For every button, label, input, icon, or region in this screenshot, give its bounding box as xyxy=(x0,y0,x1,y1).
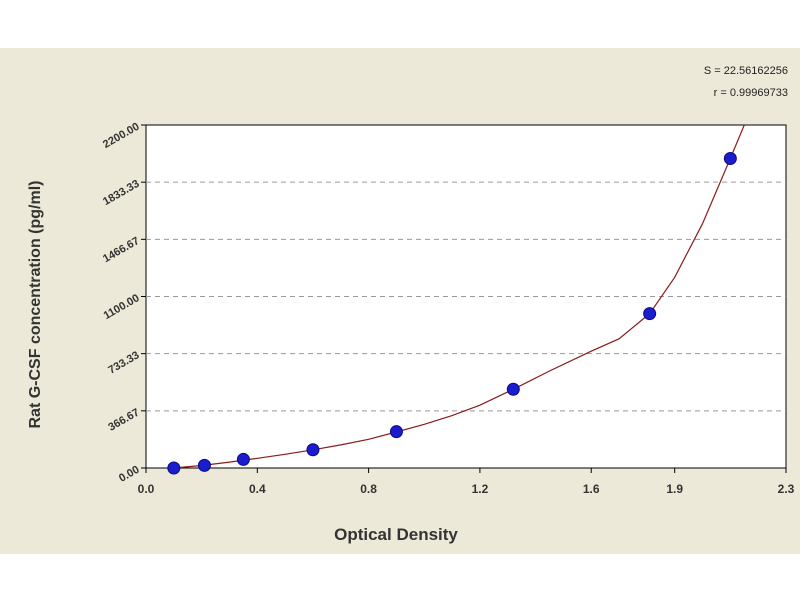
data-point-0 xyxy=(167,461,181,475)
x-axis-label: Optical Density xyxy=(334,525,458,544)
x-tick-label-0: 0.0 xyxy=(138,482,155,496)
x-tick-label-5: 1.9 xyxy=(666,482,683,496)
stat-s-value: S = 22.56162256 xyxy=(703,65,788,77)
x-tick-label-4: 1.6 xyxy=(583,482,600,496)
data-point-7 xyxy=(723,152,737,166)
data-point-4 xyxy=(389,425,403,439)
stat-r-value: r = 0.99969733 xyxy=(713,87,788,99)
y-tick-label-1: 366.67 xyxy=(106,407,141,434)
data-point-1 xyxy=(197,458,211,472)
y-tick-label-2: 733.33 xyxy=(106,349,141,376)
y-tick-label-6: 2200.00 xyxy=(101,121,141,151)
data-point-6 xyxy=(643,307,657,321)
x-tick-label-1: 0.4 xyxy=(249,482,266,496)
data-point-3 xyxy=(306,443,320,457)
fit-curve xyxy=(173,124,745,469)
data-point-5 xyxy=(506,382,520,396)
y-axis-label: Rat G-CSF concentration (pg/ml) xyxy=(27,181,44,429)
y-tick-label-3: 1100.00 xyxy=(102,292,142,322)
y-tick-label-5: 1833.33 xyxy=(101,178,141,208)
y-tick-label-4: 1466.67 xyxy=(101,235,141,265)
x-tick-label-6: 2.3 xyxy=(778,482,795,496)
x-tick-label-2: 0.8 xyxy=(360,482,377,496)
x-tick-label-3: 1.2 xyxy=(472,482,489,496)
data-point-2 xyxy=(236,452,250,466)
